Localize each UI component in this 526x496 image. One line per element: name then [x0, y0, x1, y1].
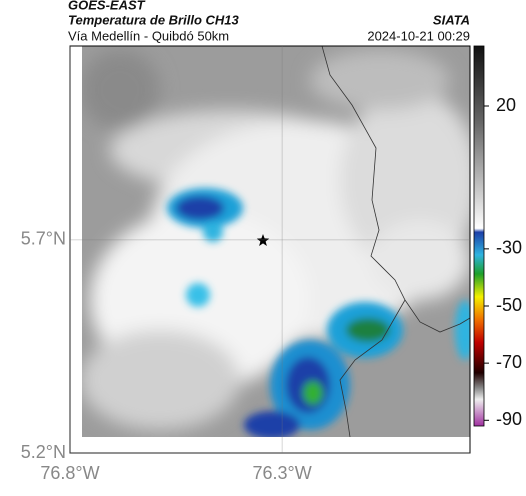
location: Vía Medellín - Quibdó 50km	[68, 28, 229, 43]
colorbar	[473, 45, 485, 427]
title: GOES-EAST	[68, 0, 146, 12]
colorbar-tick-label: -50	[496, 295, 522, 315]
colorbar-tick-label: -90	[496, 409, 522, 429]
x-tick-label: 76.8°W	[40, 463, 99, 483]
colorbar-tick-label: -30	[496, 238, 522, 258]
y-tick-label: 5.7°N	[21, 229, 66, 249]
colorbar-tick-label: -70	[496, 352, 522, 372]
x-tick-label: 76.3°W	[252, 463, 311, 483]
datetime: 2024-10-21 00:29	[367, 28, 470, 43]
satellite-image	[82, 46, 470, 437]
colorbar-tick-label: 20	[496, 95, 516, 115]
source: SIATA	[433, 12, 470, 27]
y-tick-label: 5.2°N	[21, 442, 66, 462]
subtitle: Temperatura de Brillo CH13	[68, 12, 240, 27]
